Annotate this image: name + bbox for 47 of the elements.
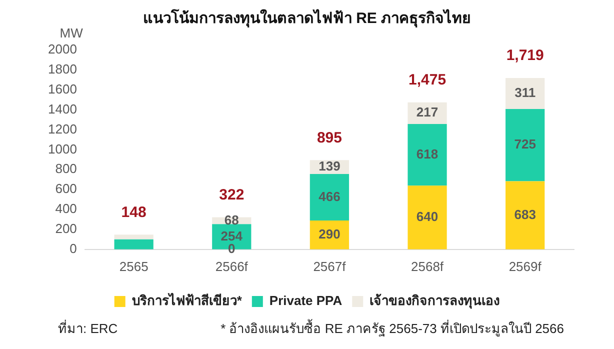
text: * อ้างอิงแผนรับซื้อ RE ภาครัฐ 2565-73 ที่เปิดประมูลในปี 2566 bbox=[220, 318, 564, 338]
x-tick-label: 2566f bbox=[215, 258, 248, 274]
data-label: 725 bbox=[514, 136, 536, 152]
total-label: 322 bbox=[219, 186, 244, 204]
x-tick-label: 2567f bbox=[313, 258, 346, 274]
bar bbox=[310, 174, 350, 220]
data-label: 68 bbox=[224, 212, 239, 228]
data-label: 139 bbox=[318, 158, 340, 174]
y-tick-label: 1600 bbox=[48, 81, 77, 96]
data-label: 254 bbox=[220, 228, 244, 244]
y-tick-label: 1000 bbox=[48, 141, 77, 156]
y-tick-label: 1800 bbox=[48, 62, 77, 77]
legend-label: Private PPA bbox=[269, 293, 343, 308]
bar bbox=[506, 181, 545, 250]
y-tick-label: 400 bbox=[55, 201, 77, 216]
legend-label: เจ้าของกิจการลงทุนเอง bbox=[370, 293, 500, 310]
y-tick-label: 1400 bbox=[48, 101, 77, 116]
total-label: 148 bbox=[121, 204, 146, 221]
legend-label: บริการไฟฟ้าสีเขียว* bbox=[132, 292, 243, 308]
y-tick-label: 200 bbox=[55, 221, 77, 236]
bar bbox=[408, 186, 447, 250]
bar bbox=[408, 124, 447, 186]
chart-title: แนวโน้มการลงทุนในตลาดไฟฟ้า RE ภาคธุรกิจไทย bbox=[142, 8, 472, 28]
total-label: 895 bbox=[316, 129, 342, 146]
total-label: 1,719 bbox=[506, 47, 544, 64]
data-label: 290 bbox=[318, 226, 340, 242]
bar bbox=[506, 78, 545, 110]
bar bbox=[114, 234, 154, 240]
data-label: 618 bbox=[416, 146, 438, 162]
bar bbox=[506, 109, 545, 182]
y-axis-title: MW bbox=[60, 26, 84, 41]
x-tick-label: 2565 bbox=[119, 258, 148, 274]
data-label: 466 bbox=[318, 188, 340, 204]
total-label: 1,475 bbox=[408, 71, 446, 88]
text: ที่มา: ERC bbox=[58, 318, 118, 338]
y-tick-label: 2000 bbox=[48, 42, 77, 57]
y-tick-label: 0 bbox=[70, 240, 77, 256]
data-label: 683 bbox=[514, 206, 536, 222]
x-tick-label: 2568f bbox=[411, 258, 444, 274]
data-label: 640 bbox=[416, 209, 438, 224]
data-label: 311 bbox=[514, 85, 536, 100]
y-tick-label: 800 bbox=[55, 161, 77, 176]
y-tick-label: 600 bbox=[55, 181, 77, 196]
data-label: 217 bbox=[416, 104, 438, 120]
bar bbox=[114, 239, 154, 250]
x-tick-label: 2569f bbox=[508, 258, 542, 274]
y-tick-label: 1200 bbox=[48, 121, 77, 136]
